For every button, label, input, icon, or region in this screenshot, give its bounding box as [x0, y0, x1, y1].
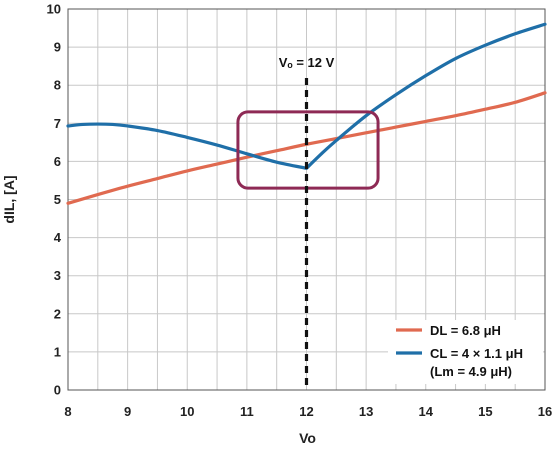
x-tick-label: 9 — [124, 404, 131, 419]
annotation-layer: Vₒ = 12 V — [236, 55, 380, 390]
y-tick-label: 6 — [54, 154, 61, 169]
y-tick-label: 7 — [54, 116, 61, 131]
y-tick-label: 2 — [54, 306, 61, 321]
x-tick-label: 10 — [180, 404, 194, 419]
y-tick-label: 4 — [54, 230, 62, 245]
plot-frame — [67, 8, 546, 391]
y-tick-label: 5 — [54, 192, 61, 207]
x-tick-label: 12 — [299, 404, 313, 419]
x-ticks: 8 9 10 11 12 13 14 15 16 — [64, 404, 552, 419]
x-axis-label: Vo — [299, 430, 316, 446]
y-tick-label: 3 — [54, 268, 61, 283]
legend-label-2: CL = 4 × 1.1 μH — [430, 346, 523, 361]
x-tick-label: 14 — [419, 404, 434, 419]
legend-label-2-sub: (Lm = 4.9 μH) — [430, 364, 512, 379]
x-tick-label: 16 — [538, 404, 552, 419]
series-line-2 — [66, 22, 547, 170]
x-tick-label: 8 — [64, 404, 71, 419]
y-tick-label: 10 — [47, 2, 61, 17]
x-tick-label: 15 — [478, 404, 492, 419]
y-ticks: 0 1 2 3 4 5 6 7 8 9 10 — [47, 2, 62, 398]
x-tick-label: 13 — [359, 404, 373, 419]
y-tick-label: 1 — [54, 344, 61, 359]
x-tick-label: 11 — [240, 404, 254, 419]
y-axis-label: dIL, [A] — [1, 175, 17, 223]
vo-12v-label: Vₒ = 12 V — [279, 55, 335, 70]
legend: DL = 6.8 μH CL = 4 × 1.1 μH (Lm = 4.9 μH) — [388, 320, 543, 384]
legend-label-1: DL = 6.8 μH — [430, 323, 501, 338]
y-tick-label: 9 — [54, 40, 61, 55]
y-tick-label: 0 — [54, 383, 61, 398]
y-tick-label: 8 — [54, 78, 61, 93]
